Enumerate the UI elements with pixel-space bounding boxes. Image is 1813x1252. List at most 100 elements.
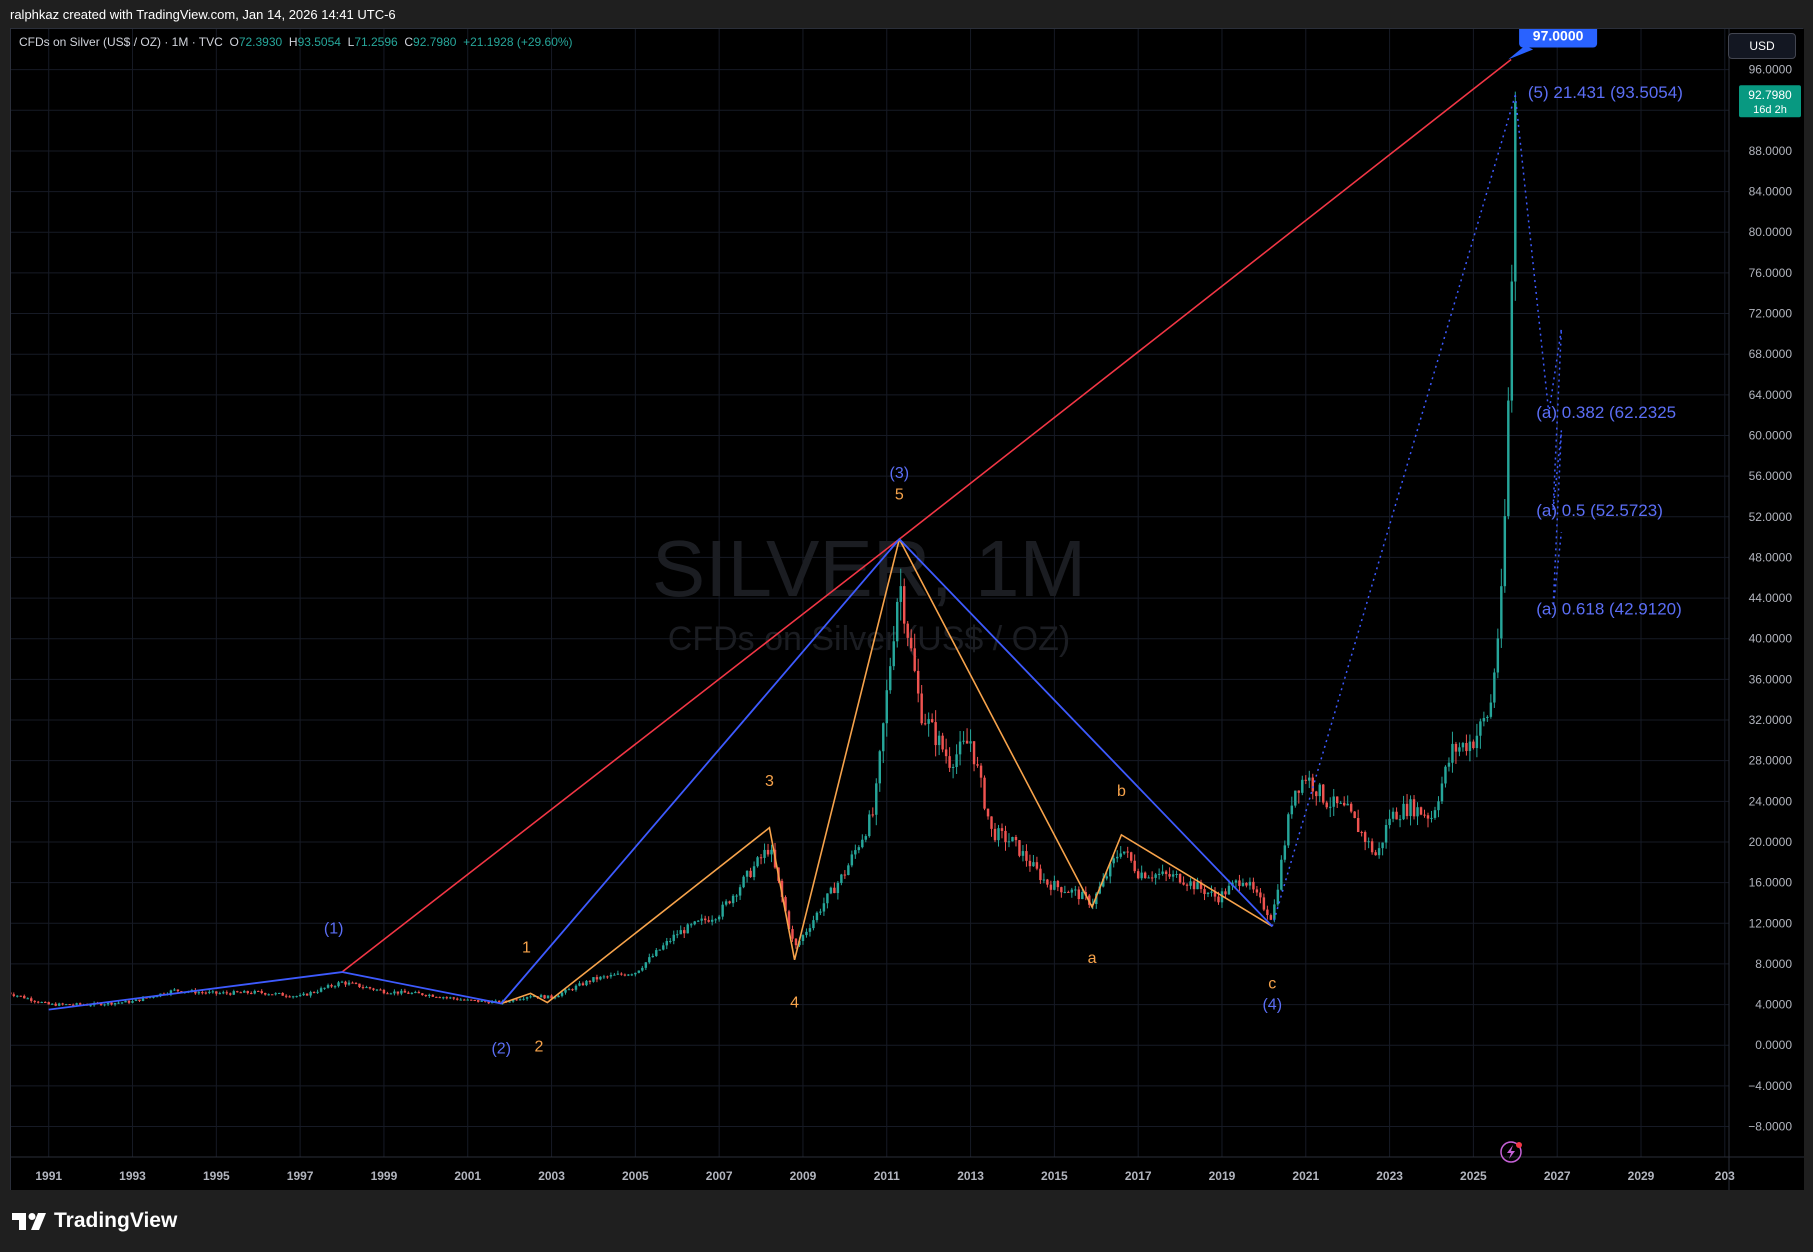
time-tick-label: 2009	[790, 1169, 817, 1183]
candle-body	[281, 992, 284, 996]
candle-body	[127, 1000, 131, 1003]
candle-body	[64, 1004, 68, 1006]
candle-body	[211, 991, 215, 993]
candle-body	[1377, 848, 1381, 856]
tradingview-logo-icon	[12, 1213, 46, 1230]
tradingview-brand: TradingView	[54, 1209, 178, 1232]
currency-button[interactable]: USD	[1728, 33, 1796, 59]
candle-body	[389, 993, 393, 995]
target-price-label: 97.0000	[1508, 29, 1598, 60]
candle-body	[1416, 807, 1419, 817]
candle-body	[1507, 400, 1510, 517]
candle-body	[1301, 779, 1304, 793]
candle-body	[1164, 871, 1168, 875]
candle-body	[1346, 803, 1349, 806]
candle-body	[906, 623, 909, 638]
candle-body	[71, 1004, 75, 1006]
candle-body	[902, 586, 906, 624]
candle-body	[557, 995, 560, 998]
candle-body	[197, 992, 201, 994]
candle-body	[375, 989, 379, 991]
candle-body	[1136, 871, 1140, 879]
candle-body	[529, 996, 532, 998]
candle-body	[1409, 799, 1412, 817]
candle-body	[438, 997, 442, 999]
candle-body	[546, 995, 550, 999]
candle-body	[850, 854, 854, 866]
candle-body	[676, 934, 679, 936]
candle-body	[30, 998, 33, 1001]
candle-body	[574, 985, 578, 990]
candle-body	[930, 719, 934, 723]
price-tick-label: 80.0000	[1749, 225, 1793, 239]
candle-body	[141, 997, 145, 1001]
candle-body	[588, 980, 592, 982]
time-tick-label: 2017	[1125, 1169, 1152, 1183]
candle-body	[1461, 743, 1465, 748]
candle-body	[993, 828, 997, 841]
price-tick-label: 4.0000	[1755, 998, 1792, 1012]
ohlc-legend: CFDs on Silver (US$ / OZ) · 1M · TVC O72…	[19, 35, 573, 49]
candle-body	[23, 995, 26, 999]
open-value: 72.3930	[238, 35, 283, 49]
candle-body	[644, 962, 648, 968]
time-tick-label: 2011	[874, 1169, 900, 1183]
candle-body	[435, 996, 438, 998]
candle-body	[267, 994, 270, 996]
candle-body	[403, 990, 407, 993]
candle-body	[840, 874, 843, 883]
candle-body	[113, 1002, 117, 1005]
candle-body	[1510, 281, 1514, 401]
candle-body	[1119, 853, 1122, 857]
candle-body	[463, 999, 466, 1001]
price-tick-label: 8.0000	[1755, 957, 1792, 971]
candle-body	[864, 836, 868, 840]
candle-body	[229, 993, 232, 995]
wave-orange-impulse	[500, 538, 901, 1005]
time-tick-label: 2021	[1292, 1169, 1319, 1183]
candle-body	[323, 987, 326, 989]
candle-body	[822, 903, 826, 912]
chart-pane[interactable]: SILVER, 1M CFDs on Silver (US$ / OZ) 97.00…	[10, 28, 1804, 1191]
candle-body	[236, 991, 239, 993]
candle-body	[651, 955, 655, 958]
time-tick-label: 1991	[35, 1169, 62, 1183]
candle-body	[1486, 716, 1489, 719]
candle-body	[703, 918, 707, 921]
candle-body	[417, 992, 421, 994]
tradingview-logo[interactable]: TradingView	[12, 1209, 177, 1233]
candle-body	[780, 880, 784, 898]
candle-body	[585, 980, 588, 986]
candle-body	[1241, 882, 1245, 886]
candle-body	[1276, 889, 1280, 905]
candle-body	[1280, 859, 1283, 890]
time-tick-label: 2029	[1628, 1169, 1655, 1183]
candle-body	[449, 997, 452, 999]
candle-body	[1210, 891, 1213, 893]
candle-body	[1287, 814, 1290, 846]
candle-body	[1325, 802, 1328, 808]
candle-body	[1444, 766, 1447, 784]
candle-body	[508, 1001, 511, 1003]
candle-body	[686, 924, 689, 934]
candle-body	[1220, 891, 1224, 903]
candle-body	[372, 988, 375, 990]
candle-body	[728, 901, 731, 904]
time-tick-label: 2003	[538, 1169, 565, 1183]
time-tick-label: 2013	[957, 1169, 984, 1183]
candle-body	[616, 973, 620, 975]
candle-body	[1273, 904, 1276, 920]
candle-body	[169, 990, 173, 995]
lightning-icon-bolt	[1507, 1145, 1515, 1159]
candle-body	[305, 993, 309, 996]
candle-body	[1388, 818, 1391, 826]
time-tick-label: 2025	[1460, 1169, 1487, 1183]
candle-body	[47, 1002, 50, 1005]
candle-body	[731, 895, 735, 904]
candle-body	[1004, 830, 1007, 843]
candle-body	[909, 637, 913, 649]
candle-body	[1074, 889, 1077, 891]
grid	[11, 29, 1729, 1157]
price-chart[interactable]: SILVER, 1M CFDs on Silver (US$ / OZ) 97.00…	[11, 29, 1804, 1191]
candle-body	[1102, 878, 1105, 887]
